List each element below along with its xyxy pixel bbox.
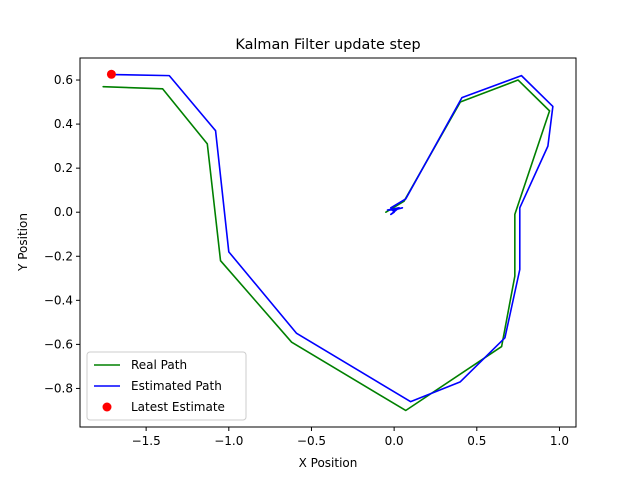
x-tick-label: −1.5 <box>132 434 161 448</box>
x-tick-label: 1.0 <box>550 434 569 448</box>
y-tick-label: −0.6 <box>44 337 73 351</box>
plot-frame <box>79 57 577 428</box>
y-tick-label: −0.2 <box>44 249 73 263</box>
x-tick-label: 0.0 <box>385 434 404 448</box>
legend-box <box>86 351 247 421</box>
legend: Real Path Estimated Path Latest Estimate <box>86 351 247 421</box>
x-tick-label: 0.5 <box>467 434 486 448</box>
y-tick-label: 0.2 <box>54 161 73 175</box>
series-line-estimated-path <box>110 73 554 403</box>
legend-label-real-path: Real Path <box>131 358 187 372</box>
series-line-real-path <box>102 79 551 412</box>
y-axis-label: Y Position <box>16 213 30 272</box>
chart-title: Kalman Filter update step <box>235 37 420 53</box>
y-tick-label: −0.8 <box>44 381 73 395</box>
legend-label-latest-estimate: Latest Estimate <box>131 400 225 414</box>
marker-latest-estimate <box>106 69 116 79</box>
plot-layer <box>102 69 554 412</box>
legend-label-estimated-path: Estimated Path <box>131 379 222 393</box>
x-tick-label: −1.0 <box>214 434 243 448</box>
x-tick-label: −0.5 <box>297 434 326 448</box>
legend-swatch-latest-estimate <box>102 402 112 412</box>
y-tick-label: 0.6 <box>54 73 73 87</box>
y-tick-label: 0.0 <box>54 205 73 219</box>
x-axis-label: X Position <box>299 456 358 470</box>
ticks-layer: −1.5 −1.0 −0.5 0.0 0.5 1.0 −0.8 −0.6 −0.4 −0.2 0.0… <box>44 73 569 448</box>
y-tick-label: 0.4 <box>54 117 73 131</box>
y-tick-label: −0.4 <box>44 293 73 307</box>
